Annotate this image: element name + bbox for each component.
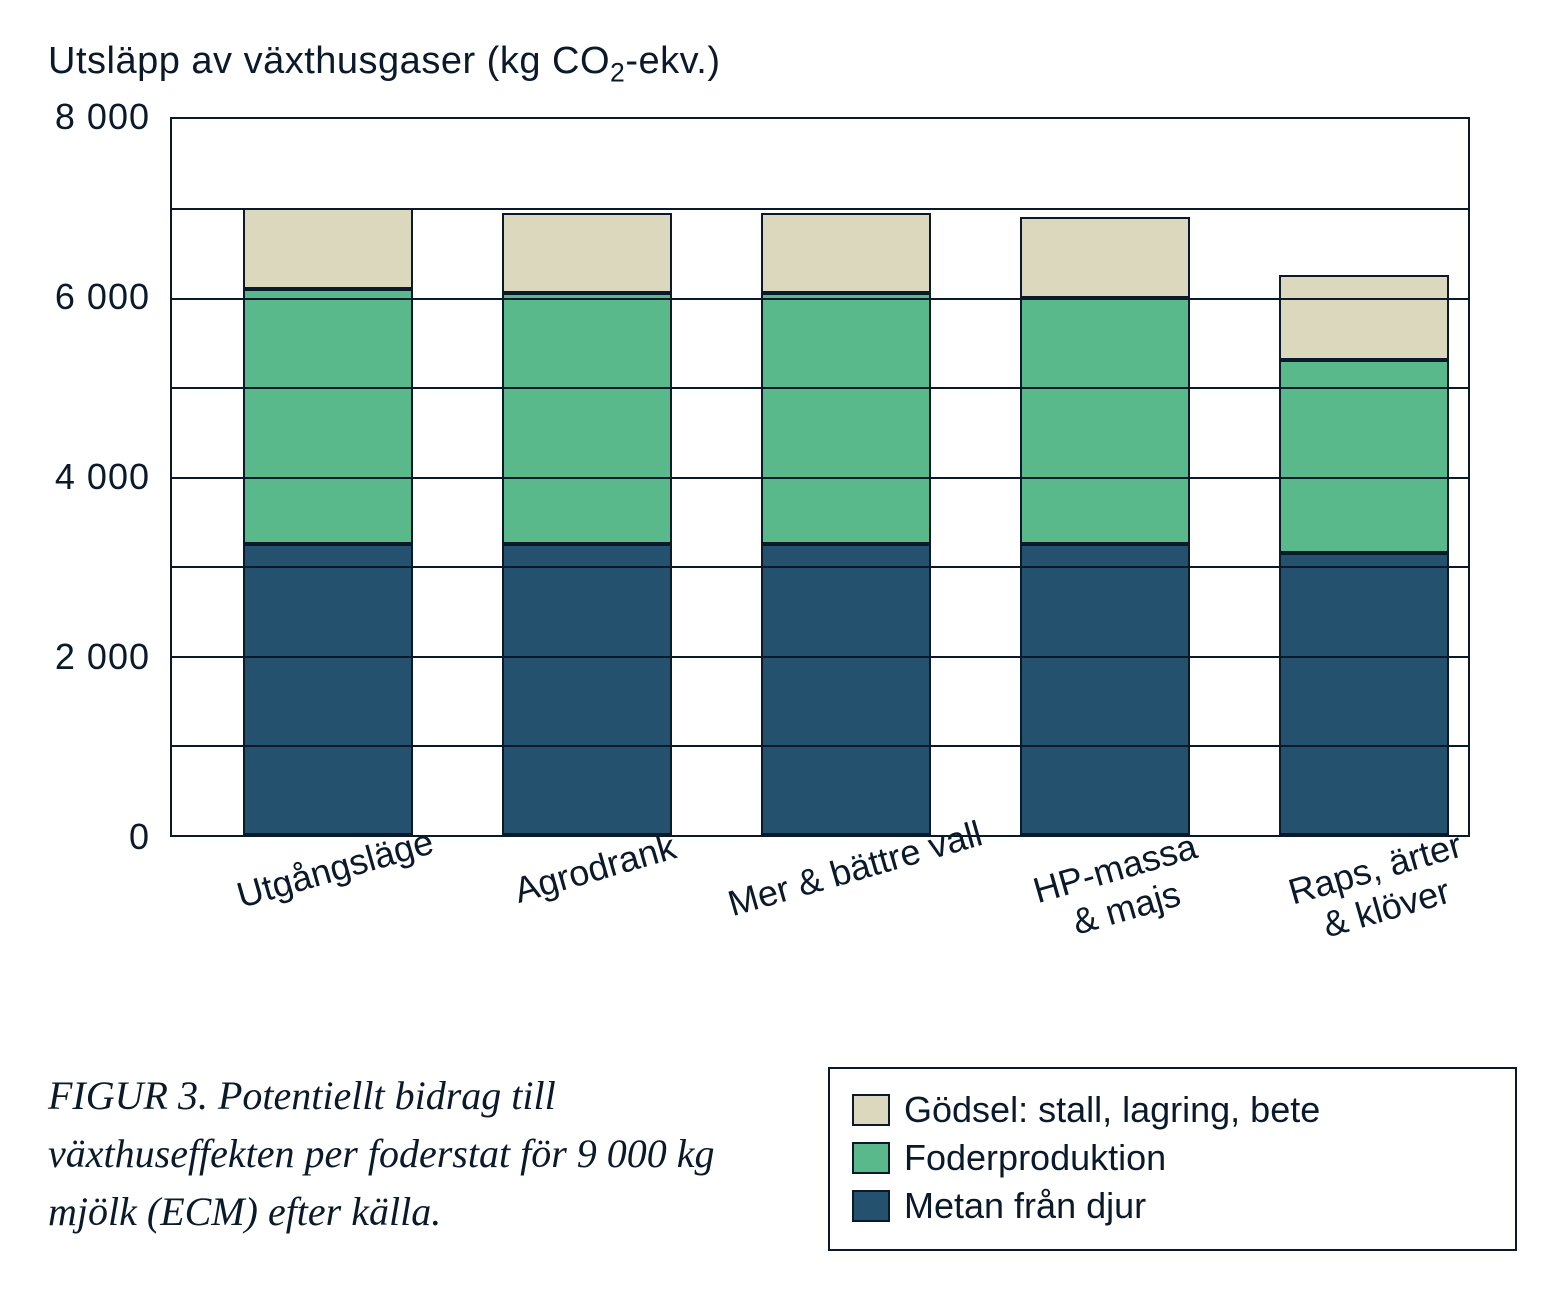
y-tick-label: 8 000 <box>55 96 170 138</box>
x-tick-label: HP-massa & majs <box>1029 825 1213 951</box>
legend-label: Foderproduktion <box>904 1137 1166 1179</box>
y-tick-label: 0 <box>129 816 170 858</box>
bar-segment-foder <box>1279 360 1449 552</box>
bar-segment-metan <box>502 544 672 835</box>
figure-caption: FIGUR 3. Potentiellt bidrag till växthus… <box>48 1067 768 1241</box>
bar-segment-godsel <box>1020 217 1190 298</box>
y-tick-label: 6 000 <box>55 276 170 318</box>
gridline <box>172 656 1468 658</box>
chart-container: Utsläpp av växthusgaser (kg CO2-ekv.) 02… <box>40 40 1517 1251</box>
legend-swatch <box>852 1142 890 1174</box>
legend-swatch <box>852 1094 890 1126</box>
bar-segment-godsel <box>502 213 672 294</box>
bar-segment-metan <box>243 544 413 835</box>
gridline <box>172 298 1468 300</box>
gridline <box>172 477 1468 479</box>
bar-segment-foder <box>1020 298 1190 544</box>
legend-label: Gödsel: stall, lagring, bete <box>904 1089 1320 1131</box>
chart-title: Utsläpp av växthusgaser (kg CO2-ekv.) <box>48 40 1517 89</box>
bar-segment-godsel <box>243 208 413 289</box>
legend-item: Metan från djur <box>852 1185 1493 1227</box>
legend: Gödsel: stall, lagring, bete Foderprodukt… <box>828 1067 1517 1251</box>
y-tick-label: 4 000 <box>55 456 170 498</box>
bar-segment-godsel <box>1279 275 1449 360</box>
bar-segment-metan <box>761 544 931 835</box>
x-tick-label: Raps, ärter & klöver <box>1284 824 1478 953</box>
legend-item: Gödsel: stall, lagring, bete <box>852 1089 1493 1131</box>
below-row: FIGUR 3. Potentiellt bidrag till växthus… <box>48 1067 1517 1251</box>
gridline <box>172 745 1468 747</box>
bar-segment-godsel <box>761 213 931 294</box>
bar-segment-metan <box>1279 553 1449 835</box>
plot-frame: 02 0004 0006 0008 000UtgångslägeAgrodran… <box>170 117 1470 837</box>
y-tick-label: 2 000 <box>55 636 170 678</box>
bar-segment-foder <box>243 289 413 544</box>
plot-area <box>170 117 1470 837</box>
bar-segment-metan <box>1020 544 1190 835</box>
legend-item: Foderproduktion <box>852 1137 1493 1179</box>
gridline <box>172 387 1468 389</box>
bar-segment-foder <box>761 293 931 544</box>
x-tick-label: Agrodrank <box>509 825 680 911</box>
legend-label: Metan från djur <box>904 1185 1146 1227</box>
legend-swatch <box>852 1190 890 1222</box>
bar-segment-foder <box>502 293 672 544</box>
gridline <box>172 208 1468 210</box>
gridline <box>172 566 1468 568</box>
